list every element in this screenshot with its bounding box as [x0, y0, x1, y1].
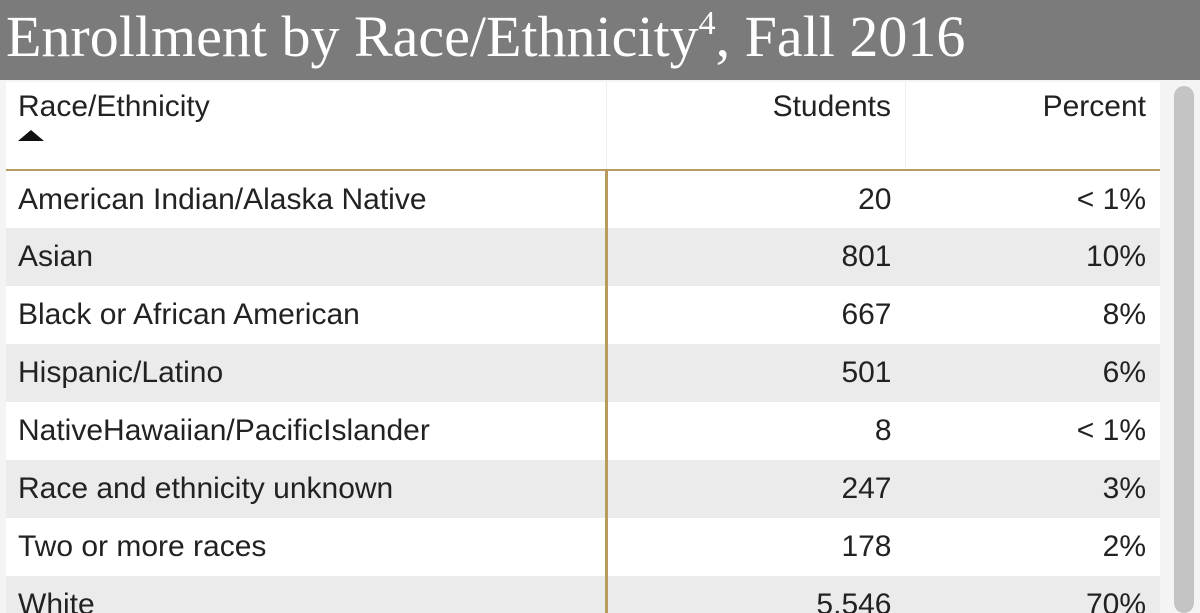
table-cell: 5,546 — [605, 576, 906, 613]
table-row: American Indian/Alaska Native 20 < 1% — [6, 170, 1160, 228]
table-cell: Black or African American — [6, 286, 607, 344]
table-cell: Race and ethnicity unknown — [6, 460, 607, 518]
column-header-text: Students — [772, 90, 891, 123]
table-cell: American Indian/Alaska Native — [6, 170, 607, 228]
column-header[interactable]: Percent — [905, 82, 1160, 171]
table-cell: 8% — [905, 286, 1160, 344]
table-row: Hispanic/Latino 501 6% — [6, 344, 1160, 402]
title: Enrollment by Race/Ethnicity4, Fall 2016 — [6, 2, 965, 72]
header-row: Race/Ethnicity Students Percent — [6, 82, 1160, 171]
table-cell: 247 — [605, 460, 906, 518]
table-cell: 501 — [605, 344, 906, 402]
table-cell: 6% — [905, 344, 1160, 402]
table-cell: Hispanic/Latino — [6, 344, 607, 402]
column-header[interactable]: Students — [606, 82, 906, 171]
table-cell: 20 — [605, 170, 906, 228]
table-row: Asian 801 10% — [6, 228, 1160, 286]
table-cell: Asian — [6, 228, 607, 286]
table-cell: 801 — [605, 228, 906, 286]
title-text: Enrollment by Race/Ethnicity — [6, 4, 699, 69]
table-cell: 178 — [605, 518, 906, 576]
table-body: American Indian/Alaska Native 20 < 1% Asian… — [6, 170, 1160, 613]
title-suffix: , Fall 2016 — [715, 4, 966, 69]
table-row: Two or more races 178 2% — [6, 518, 1160, 576]
table-cell: 70% — [905, 576, 1160, 613]
table-cell: 3% — [905, 460, 1160, 518]
table-cell: 667 — [605, 286, 906, 344]
table-cell: White — [6, 576, 607, 613]
table-cell: 10% — [905, 228, 1160, 286]
column-header-text: Race/Ethnicity — [18, 90, 210, 123]
table: Race/Ethnicity Students Percent American I… — [6, 82, 1160, 613]
table-cell: < 1% — [905, 170, 1160, 228]
table-cell: < 1% — [905, 402, 1160, 460]
table-cell: NativeHawaiian/PacificIslander — [6, 402, 607, 460]
table-row: NativeHawaiian/PacificIslander 8 < 1% — [6, 402, 1160, 460]
sort-arrow[interactable] — [18, 130, 44, 141]
table-row: White 5,546 70% — [6, 576, 1160, 613]
column-header-text: Percent — [1042, 90, 1146, 123]
header-bar: Enrollment by Race/Ethnicity4, Fall 2016 — [0, 0, 1200, 80]
column-header[interactable]: Race/Ethnicity — [6, 82, 607, 171]
table-cell: Two or more races — [6, 518, 607, 576]
table-cell: 8 — [605, 402, 906, 460]
title-footnote: 4 — [698, 5, 716, 42]
table-row: Race and ethnicity unknown 247 3% — [6, 460, 1160, 518]
table-cell: 2% — [905, 518, 1160, 576]
table-row: Black or African American 667 8% — [6, 286, 1160, 344]
scrollbar[interactable] — [1174, 86, 1194, 613]
